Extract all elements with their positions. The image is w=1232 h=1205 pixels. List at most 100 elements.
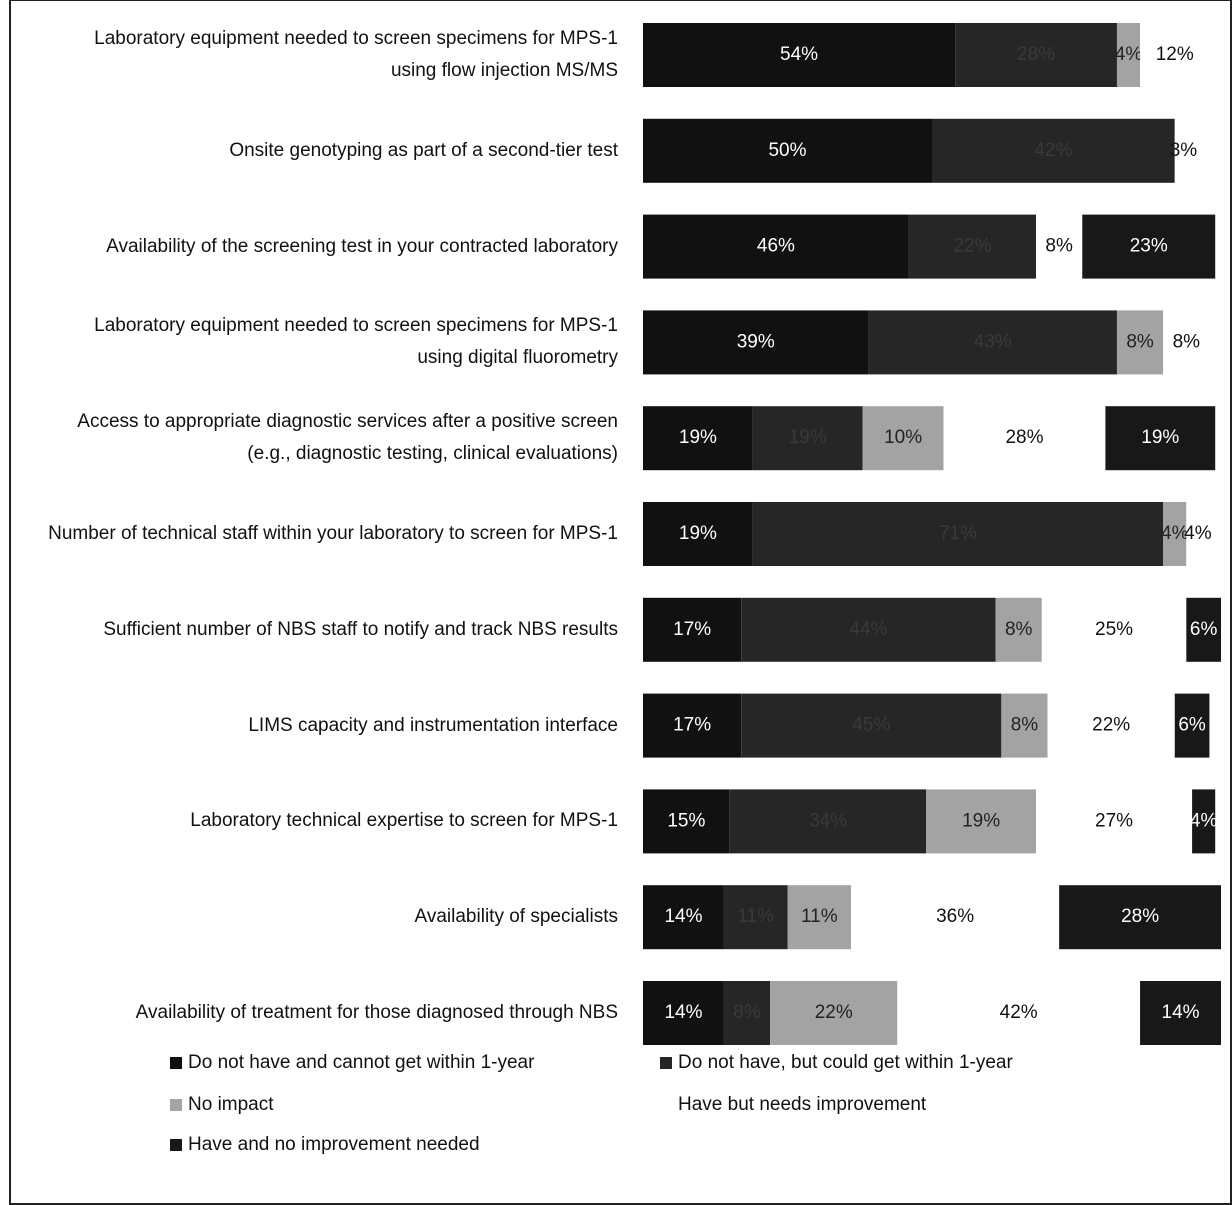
data-label: 4%	[1161, 523, 1189, 544]
data-label: 45%	[852, 715, 890, 736]
legend-label: Have but needs improvement	[678, 1094, 927, 1115]
bar-segment	[643, 597, 742, 662]
legend-swatch	[170, 1139, 182, 1151]
bar-segment	[851, 885, 1060, 950]
bar-segment	[729, 789, 927, 854]
data-label: 12%	[1156, 44, 1194, 65]
data-label: 8%	[1173, 331, 1201, 352]
bar-segment	[1036, 789, 1193, 854]
y-tick-label: Availability of treatment for those diag…	[135, 1002, 618, 1023]
data-label: 15%	[667, 810, 705, 831]
data-label: 23%	[1130, 236, 1168, 257]
bar-segment	[926, 789, 1037, 854]
bar-segment	[643, 885, 724, 950]
bar-segment	[1036, 214, 1083, 279]
bar-segment	[908, 214, 1037, 279]
data-label: 4%	[1115, 44, 1143, 65]
data-label: 14%	[1162, 1002, 1200, 1023]
legend-swatch	[660, 1057, 672, 1069]
data-label: 44%	[849, 619, 887, 640]
data-label: 22%	[1092, 715, 1130, 736]
data-label: 50%	[768, 140, 806, 161]
legend-label: Have and no improvement needed	[188, 1134, 480, 1155]
bar-segment	[1192, 789, 1216, 854]
bar-segment	[1116, 310, 1164, 375]
bar-segment	[1082, 214, 1216, 279]
y-tick-label: Number of technical staff within your la…	[48, 523, 618, 544]
bar-segment	[1059, 885, 1221, 950]
y-tick-label: Availability of the screening test in yo…	[106, 235, 618, 257]
bar-segment	[643, 693, 742, 758]
y-tick-label: Laboratory technical expertise to screen…	[190, 810, 618, 832]
bar-segment	[897, 981, 1141, 1045]
data-label: 11%	[801, 906, 838, 927]
bar-segment	[955, 23, 1117, 87]
data-label: 71%	[939, 523, 977, 544]
bar-segment	[643, 214, 909, 279]
data-label: 4%	[1184, 523, 1212, 544]
bar-segment	[741, 597, 996, 662]
bar-segment	[862, 406, 944, 471]
bar-segment	[995, 597, 1042, 662]
bar-segment	[1105, 406, 1216, 471]
data-label: 42%	[1000, 1002, 1038, 1023]
data-label: 8%	[1011, 715, 1039, 736]
bar-segment	[723, 885, 788, 950]
data-label: 8%	[1045, 236, 1073, 257]
data-label: 8%	[1005, 619, 1033, 640]
y-tick-label: Access to appropriate diagnostic service…	[77, 411, 618, 465]
bar-segment	[741, 693, 1002, 758]
y-tick-label: Laboratory equipment needed to screen sp…	[94, 28, 618, 81]
y-tick-label: Sufficient number of NBS staff to notify…	[103, 618, 618, 640]
bar-segment	[643, 406, 753, 471]
bar-segment	[943, 406, 1106, 471]
bar-segment	[932, 118, 1175, 183]
data-label: 8%	[1126, 331, 1154, 352]
bar-segment	[1174, 693, 1210, 758]
data-label: 27%	[1095, 810, 1133, 831]
bar-segment	[643, 310, 869, 375]
bar-segment	[770, 981, 898, 1045]
legend-label: Do not have, but could get within 1-year	[678, 1052, 1013, 1073]
data-label: 28%	[1121, 906, 1159, 927]
legend-label: No impact	[188, 1094, 274, 1115]
bar-segment	[1116, 23, 1141, 87]
data-label: 22%	[815, 1002, 853, 1023]
bar-segment	[1047, 693, 1175, 758]
data-label: 14%	[664, 1002, 702, 1023]
bar-segment	[643, 502, 753, 566]
y-tick-label: LIMS capacity and instrumentation interf…	[248, 714, 618, 736]
bar-segment	[752, 502, 1164, 566]
bar-segment	[752, 406, 863, 471]
data-label: 19%	[679, 427, 717, 448]
bar-segment	[1001, 693, 1048, 758]
data-label: 10%	[884, 427, 922, 448]
bar-segment	[643, 118, 932, 183]
bar-segment	[1163, 310, 1210, 375]
data-label: 54%	[780, 44, 818, 65]
bar-segment	[723, 981, 771, 1045]
data-label: 39%	[737, 331, 775, 352]
data-label: 19%	[789, 427, 827, 448]
y-tick-label: Onsite genotyping as part of a second-ti…	[229, 139, 618, 161]
data-label: 4%	[1190, 810, 1218, 831]
data-label: 36%	[936, 906, 974, 927]
data-label: 25%	[1095, 619, 1133, 640]
y-tick-label: Laboratory equipment needed to screen sp…	[94, 315, 618, 369]
legend-label: Do not have and cannot get within 1-year	[188, 1052, 535, 1073]
bar-segment	[1174, 118, 1193, 183]
data-label: 28%	[1005, 427, 1043, 448]
data-label: 43%	[974, 331, 1012, 352]
data-label: 42%	[1034, 140, 1072, 161]
data-label: 46%	[757, 236, 795, 257]
data-label: 11%	[737, 906, 774, 927]
bar-segment	[1140, 981, 1221, 1045]
bar-segment	[1041, 597, 1187, 662]
data-label: 34%	[809, 810, 847, 831]
bar-segment	[1186, 502, 1210, 566]
bar-segment	[1186, 597, 1221, 662]
bar-segment	[643, 981, 724, 1045]
bar-segment	[1140, 23, 1210, 87]
